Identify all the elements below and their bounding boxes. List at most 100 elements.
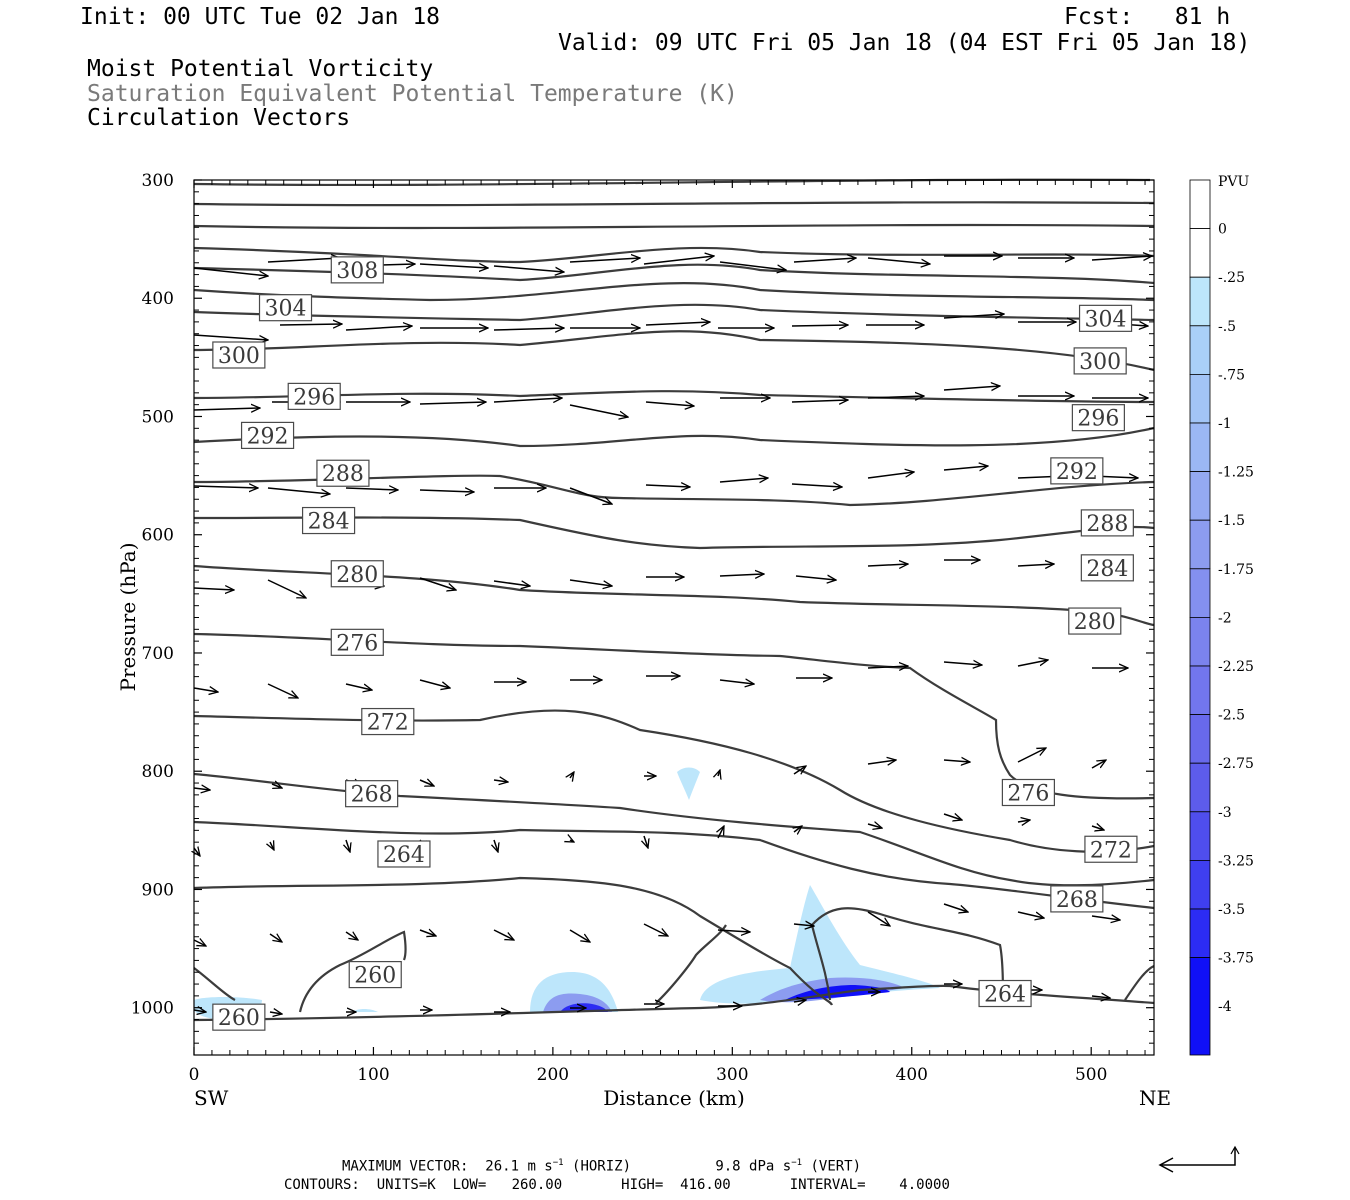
circulation-vector-63 [1017,564,1054,566]
circulation-vector-39 [193,486,258,488]
contour-label-text: 288 [322,462,364,487]
max-vector-line: MAXIMUM VECTOR: 26.1 m s−1 (HORIZ) 9.8 d… [342,1158,862,1175]
colorbar-swatch [1189,422,1211,472]
circulation-vector-35 [867,396,924,398]
circulation-vector-49 [943,466,988,470]
circulation-vector-112 [793,924,814,926]
colorbar-label: -1.5 [1218,513,1245,529]
circulation-vector-47 [791,484,842,487]
circulation-vector-99 [794,826,802,832]
circulation-vector-85 [718,770,720,776]
contour-label-box [330,628,384,656]
colorbar: PVU 0 -.25 -.5 -.75 -1 -1.25 -1.5 -1.75 -2 -2.25 -2… [1189,174,1254,1056]
contour-label-22: 264 [978,979,1032,1008]
x-tick-label: 200 [537,1065,569,1085]
circulation-vector-32 [645,402,694,406]
circulation-vector-66 [267,683,298,699]
contour-label-11: 284 [301,506,356,535]
circulation-vector-125 [793,1000,806,1002]
colorbar-label: -2.75 [1218,756,1254,772]
valid-time: Valid: 09 UTC Fri 05 Jan 18 (04 EST Fri … [558,30,1251,56]
theta-contour-9 [193,426,1155,448]
circulation-vector-41 [345,488,398,490]
circulation-vector-72 [719,680,754,684]
y-tick-label: 900 [142,880,174,900]
colorbar-label: -2.5 [1218,708,1245,724]
circulation-vector-97 [644,835,648,848]
contour-label-box [1001,778,1055,807]
contour-label-box [258,294,313,322]
contour-label-17: 272 [361,707,415,736]
contour-label-box [1068,607,1122,635]
theta-contour-22 [1124,964,1155,1001]
circulation-vector-78 [193,788,210,790]
contour-label-text: 292 [247,424,289,449]
contour-label-18: 272 [1084,835,1138,863]
circulation-vector-31 [569,404,628,417]
y-tick-label: 800 [142,762,174,782]
circulation-vector-59 [719,574,764,576]
contour-label-box [316,459,370,487]
circulation-vector-6 [643,256,714,265]
contour-label-0: 308 [330,256,384,284]
circulation-vector-9 [867,257,930,264]
contour-label-text: 280 [1074,610,1116,635]
circulation-vector-17 [493,328,564,330]
colorbar-swatch [1189,373,1211,424]
contour-label-box [330,560,384,588]
max-horiz-value: 26.1 m s [485,1158,553,1175]
contour-label-box [1080,509,1134,537]
circulation-vector-19 [645,322,710,325]
contour-label-text: 276 [1007,782,1049,807]
circulation-vector-29 [419,402,486,404]
contour-label-3: 300 [212,341,266,369]
colorbar-label: 0 [1218,222,1227,238]
colorbar-swatch [1189,568,1211,618]
pv-shade-6 [677,767,700,800]
circulation-vector-21 [791,325,848,326]
colorbar-swatch [1189,665,1211,715]
circulation-vector-26 [193,408,260,410]
circulation-vector-96 [570,840,574,842]
colorbar-label: -1.75 [1218,562,1254,578]
circulation-vector-36 [943,386,1000,390]
theta-contour-20 [655,924,727,1004]
contour-label-12: 284 [1080,554,1134,582]
circulation-vector-91 [194,848,200,856]
contour-label-20: 268 [1050,885,1104,913]
circulation-vector-45 [645,485,690,487]
circulation-vector-61 [867,564,908,566]
contour-label-text: 272 [367,711,409,736]
circulation-vector-114 [943,903,968,912]
circulation-vector-76 [1017,660,1048,667]
contour-label-box [287,382,341,410]
contour-label-box [212,341,266,369]
circulation-vector-102 [1017,820,1030,822]
circulation-vector-79 [271,784,282,788]
x-tick-label: 100 [357,1065,389,1085]
theta-contour-7 [193,330,1155,372]
contour-label-text: 268 [1056,888,1098,913]
circulation-vector-42 [419,490,474,492]
y-axis-label: Pressure (hPa) [116,543,140,692]
colorbar-label: -.75 [1218,367,1245,383]
contour-label-box [1050,885,1104,913]
title-vectors: Circulation Vectors [87,105,351,131]
theta-contour-17 [193,876,834,1006]
circulation-vector-101 [943,814,962,820]
circulation-vector-116 [1091,916,1120,920]
circulation-vector-104 [193,940,206,946]
contour-label-text: 296 [293,385,335,410]
circulation-vector-109 [569,929,590,942]
contour-label-box [1071,404,1125,432]
title-mpv: Moist Potential Vorticity [87,56,434,82]
theta-contour-1 [193,201,1155,207]
contour-label-text: 260 [354,964,396,989]
theta-contour-18 [193,967,236,1001]
circulation-vector-90 [1091,760,1106,769]
contour-label-text: 296 [1077,407,1119,432]
contour-label-text: 276 [336,631,378,656]
circulation-vector-86 [793,766,806,774]
circulation-vector-34 [791,400,848,402]
